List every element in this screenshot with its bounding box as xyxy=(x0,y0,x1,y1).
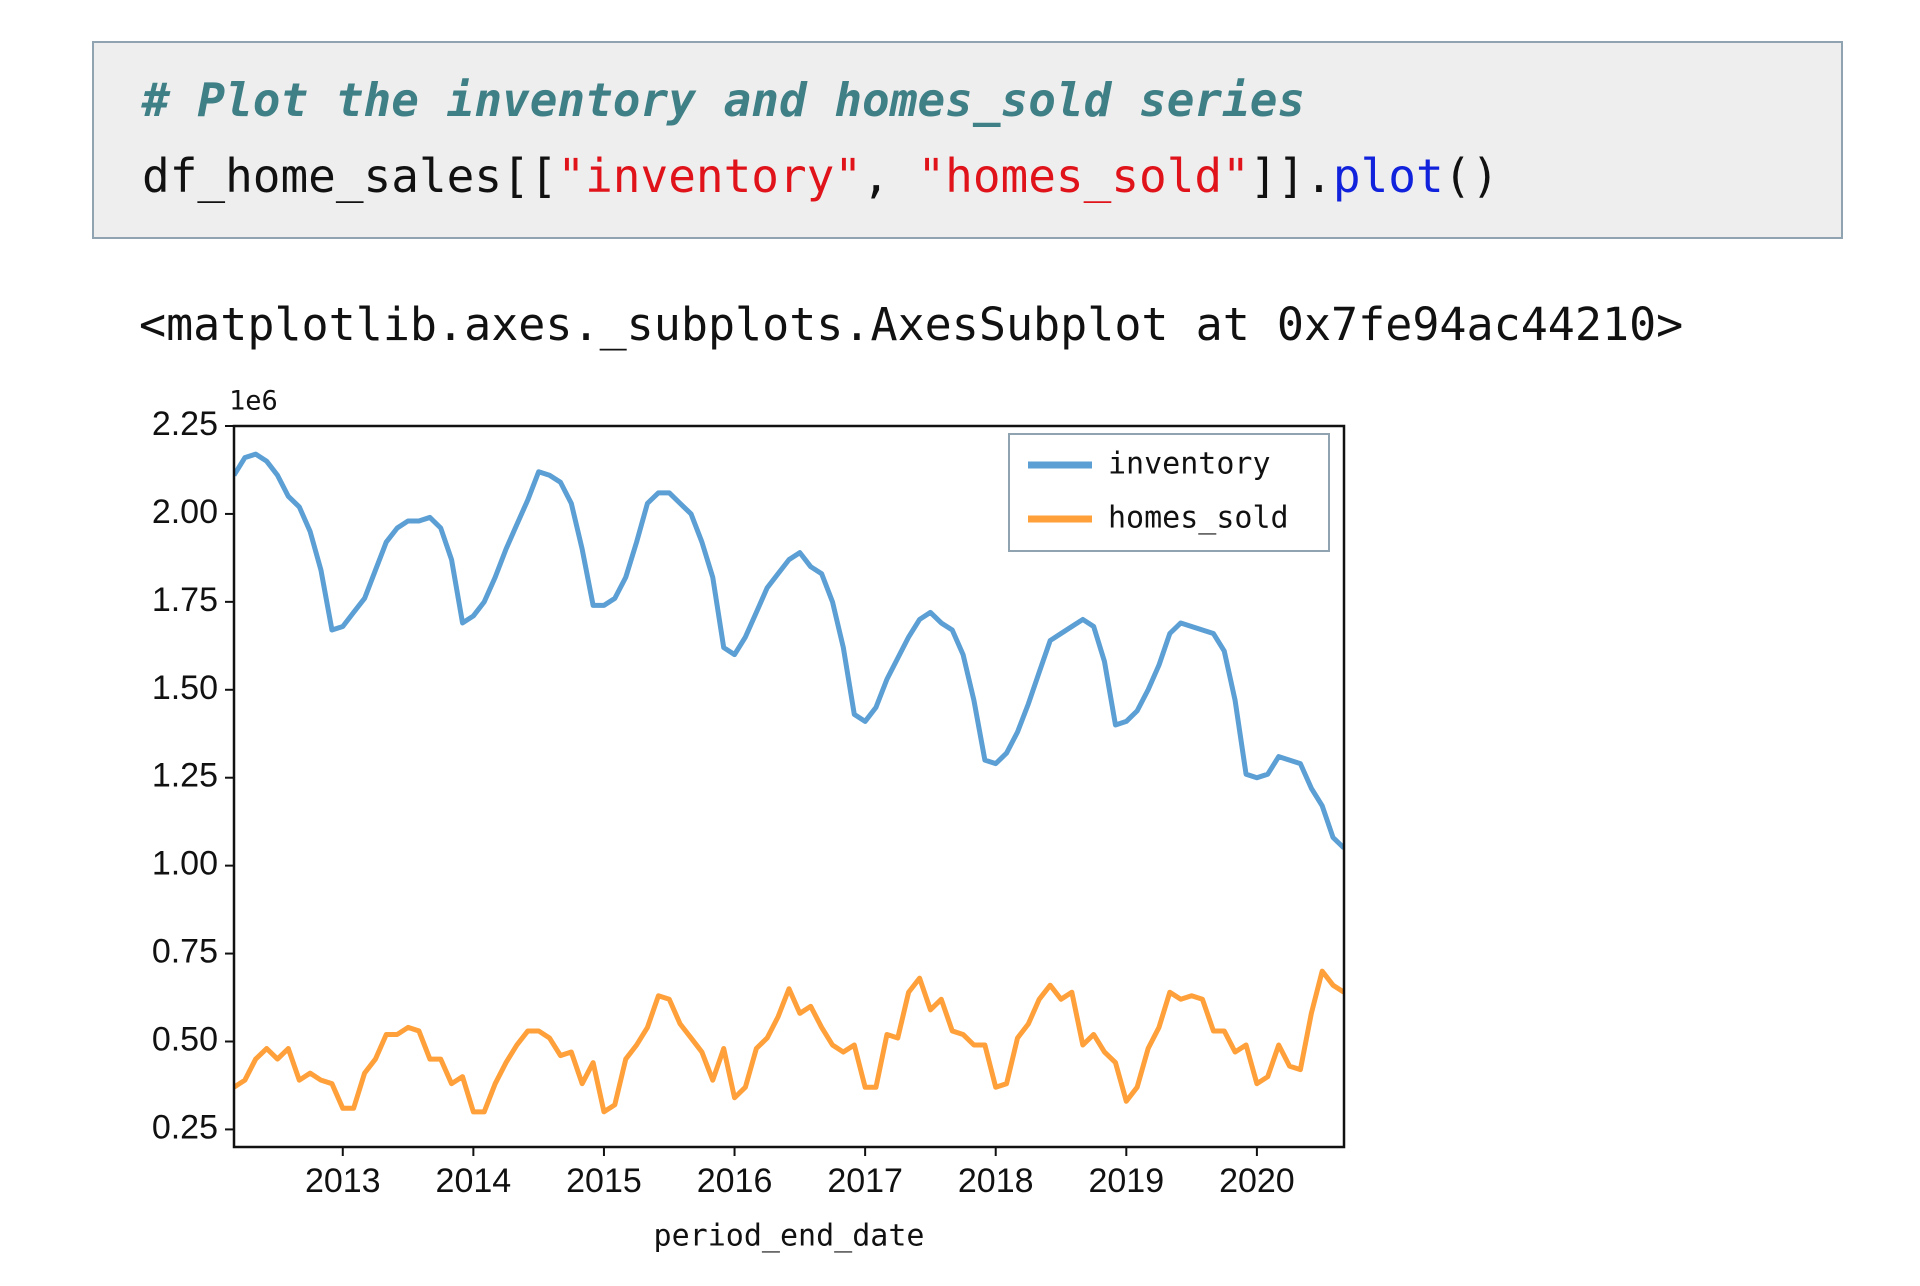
code-string: "homes_sold" xyxy=(917,149,1250,203)
y-tick-label: 2.25 xyxy=(152,405,218,443)
y-tick-label: 0.25 xyxy=(152,1108,218,1146)
y-tick-label: 0.50 xyxy=(152,1020,218,1058)
x-axis-label: period_end_date xyxy=(654,1219,925,1254)
code-token: () xyxy=(1443,149,1500,203)
plot-frame xyxy=(232,424,1346,1149)
series-line xyxy=(234,968,1344,1115)
legend-label: homes_sold xyxy=(1108,501,1289,536)
x-tick-label: 2020 xyxy=(1219,1162,1295,1200)
y-tick-label: 1.75 xyxy=(152,581,218,619)
code-token: , xyxy=(862,149,918,203)
y-tick-label: 1.50 xyxy=(152,669,218,707)
legend-box xyxy=(1008,433,1330,552)
x-tick-label: 2019 xyxy=(1088,1162,1164,1200)
series-line xyxy=(234,451,1344,850)
legend-label: inventory xyxy=(1108,447,1271,482)
x-tick-label: 2017 xyxy=(827,1162,903,1200)
code-token: ]]. xyxy=(1249,149,1333,203)
code-line: df_home_sales[["inventory", "homes_sold"… xyxy=(142,153,1499,199)
code-string: "inventory" xyxy=(557,149,863,203)
y-tick-label: 1.25 xyxy=(152,757,218,795)
cell-output: <matplotlib.axes._subplots.AxesSubplot a… xyxy=(139,298,1684,351)
x-tick-label: 2016 xyxy=(697,1162,773,1200)
y-tick-label: 2.00 xyxy=(152,493,218,531)
code-comment: # Plot the inventory and homes_sold seri… xyxy=(142,73,1306,127)
y-tick-label: 0.75 xyxy=(152,933,218,971)
code-cell: # Plot the inventory and homes_sold seri… xyxy=(92,41,1843,239)
y-offset-label: 1e6 xyxy=(229,386,278,417)
x-tick-label: 2014 xyxy=(436,1162,512,1200)
y-tick-label: 1.00 xyxy=(152,845,218,883)
plot-area xyxy=(234,451,1344,1115)
code-function: plot xyxy=(1332,149,1444,203)
x-tick-label: 2013 xyxy=(305,1162,381,1200)
code-token: df_home_sales[[ xyxy=(142,149,558,203)
x-tick-label: 2015 xyxy=(566,1162,642,1200)
x-tick-label: 2018 xyxy=(958,1162,1034,1200)
